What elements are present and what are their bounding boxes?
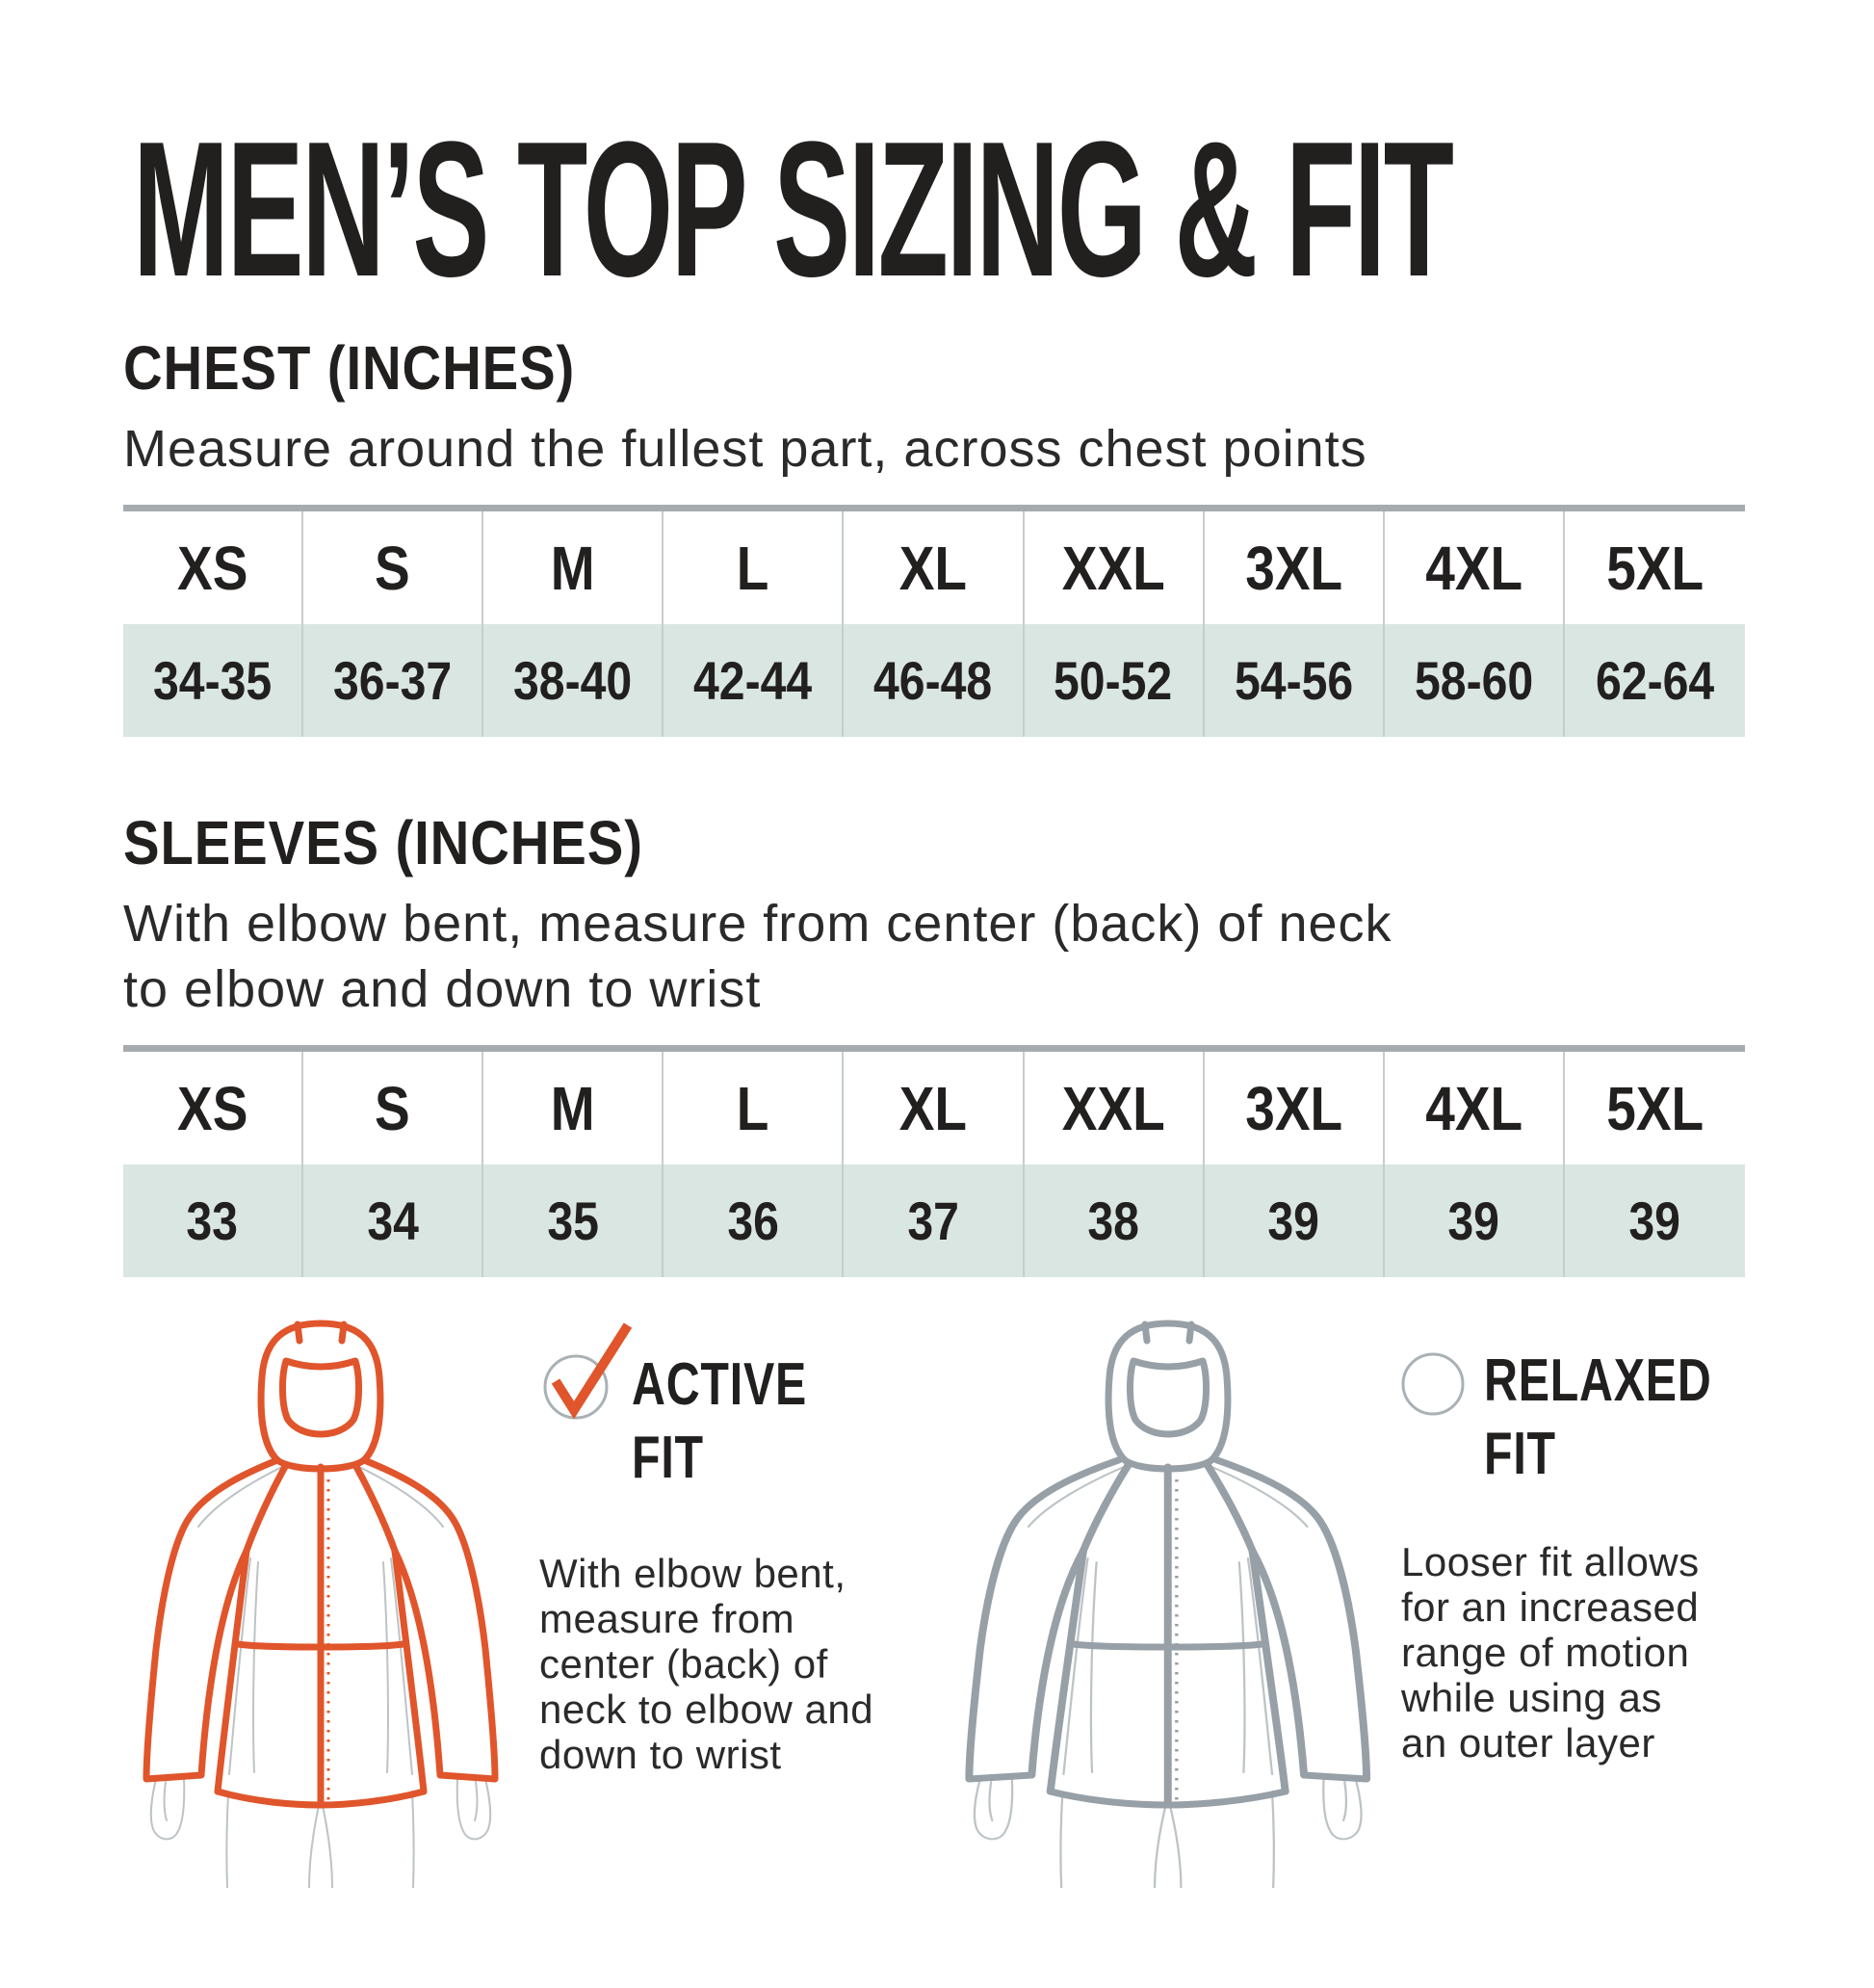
size-value-cell: 39: [1384, 1164, 1565, 1277]
active-fit-jacket-illustration: [143, 1320, 499, 1888]
sleeves-description: With elbow bent, measure from center (ba…: [123, 895, 1392, 1018]
size-value-cell: 33: [123, 1164, 304, 1277]
size-value-cell: 39: [1564, 1164, 1745, 1277]
chest-description: Measure around the fullest part, across …: [123, 420, 1367, 478]
size-value-cell: 42-44: [664, 624, 845, 737]
active-fit-description: With elbow bent, measure from center (ba…: [539, 1551, 874, 1777]
size-header-cell: L: [664, 1052, 845, 1164]
size-value-cell: 36: [664, 1164, 845, 1277]
size-value-cell: 50-52: [1024, 624, 1205, 737]
size-value-cell: 34: [303, 1164, 484, 1277]
size-value-cell: 39: [1204, 1164, 1385, 1277]
size-header-cell: XL: [844, 1052, 1025, 1164]
size-header-cell: XXL: [1024, 511, 1205, 624]
size-value-cell: 58-60: [1384, 624, 1565, 737]
size-header-cell: M: [483, 511, 664, 624]
unchecked-circle-icon: [1401, 1352, 1465, 1416]
sleeves-size-table: XS S M L XL XXL 3XL 4XL 5XL 33 34 35 36 37 38 39 39 39: [123, 1045, 1745, 1277]
active-fit-figure: [106, 1320, 539, 1888]
size-header-cell: M: [483, 1052, 664, 1164]
chest-size-table: XS S M L XL XXL 3XL 4XL 5XL 34-35 36-37 38-40 42-44 4…: [123, 505, 1745, 737]
size-header-cell: XL: [844, 511, 1025, 624]
size-header-cell: XS: [123, 511, 304, 624]
hood-outline: [1105, 1320, 1232, 1473]
page-title: MEN’S TOP SIZING & FIT: [133, 102, 1454, 317]
size-header-cell: XXL: [1024, 1052, 1205, 1164]
size-value-cell: 36-37: [303, 624, 484, 737]
size-header-cell: L: [664, 511, 845, 624]
size-header-cell: 3XL: [1204, 511, 1385, 624]
size-value-cell: 37: [844, 1164, 1025, 1277]
relaxed-fit-info: RELAXED FIT Looser fit allows for an inc…: [1401, 1320, 1767, 1766]
size-value-cell: 54-56: [1204, 624, 1385, 737]
size-header-cell: 5XL: [1564, 1052, 1745, 1164]
size-header-cell: S: [303, 511, 484, 624]
jacket-outline: [143, 1320, 499, 1809]
size-header-cell: 5XL: [1564, 511, 1745, 624]
size-value-cell: 35: [483, 1164, 664, 1277]
size-value-cell: 38-40: [483, 624, 664, 737]
fit-comparison-section: ACTIVE FIT With elbow bent, measure from…: [123, 1320, 1751, 1888]
size-value-cell: 38: [1024, 1164, 1205, 1277]
size-header-cell: XS: [123, 1052, 304, 1164]
size-header-cell: S: [303, 1052, 484, 1164]
relaxed-fit-figure: [953, 1320, 1387, 1888]
sleeves-heading: SLEEVES (INCHES): [123, 808, 643, 877]
relaxed-fit-title: RELAXED FIT: [1484, 1347, 1712, 1487]
chest-heading: CHEST (INCHES): [123, 333, 576, 403]
size-value-cell: 46-48: [844, 624, 1025, 737]
size-header-cell: 4XL: [1384, 511, 1565, 624]
relaxed-fit-description: Looser fit allows for an increased range…: [1401, 1539, 1700, 1766]
size-value-cell: 34-35: [123, 624, 304, 737]
size-header-cell: 3XL: [1204, 1052, 1385, 1164]
checked-circle-icon: [543, 1322, 633, 1420]
active-fit-title: ACTIVE FIT: [632, 1351, 808, 1491]
active-fit-info: ACTIVE FIT With elbow bent, measure from…: [539, 1320, 982, 1777]
size-value-cell: 62-64: [1564, 624, 1745, 737]
jacket-outline: [965, 1456, 1371, 1809]
relaxed-fit-jacket-illustration: [965, 1320, 1371, 1888]
size-header-cell: 4XL: [1384, 1052, 1565, 1164]
